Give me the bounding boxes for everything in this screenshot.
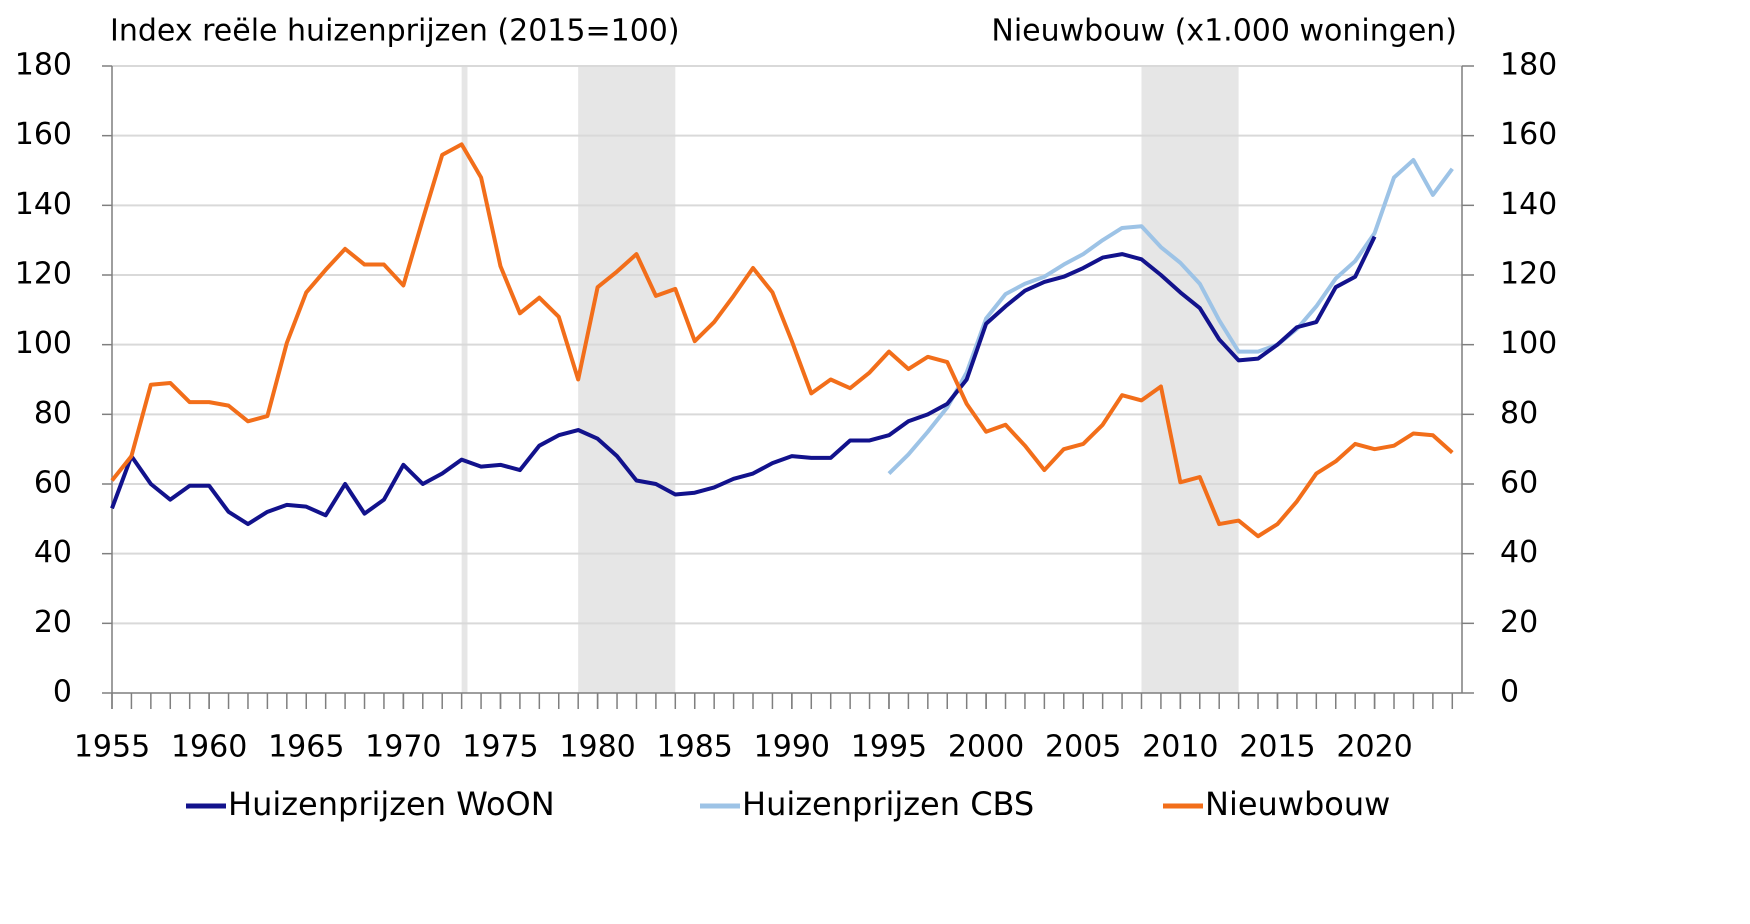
y-tick-label: 140 bbox=[15, 187, 72, 222]
x-tick-label: 1970 bbox=[365, 730, 441, 765]
y2-tick-label: 140 bbox=[1500, 187, 1557, 222]
y-tick-label: 0 bbox=[53, 675, 72, 710]
legend-label: Huizenprijzen CBS bbox=[742, 785, 1034, 823]
y-tick-label: 180 bbox=[15, 48, 72, 83]
y2-tick-label: 60 bbox=[1500, 466, 1538, 501]
series-line bbox=[110, 142, 1454, 539]
y2-tick-label: 180 bbox=[1500, 48, 1557, 83]
y2-tick-label: 160 bbox=[1500, 117, 1557, 152]
x-tick-label: 1975 bbox=[462, 730, 538, 765]
x-tick-label: 1990 bbox=[754, 730, 830, 765]
x-tick-label: 1965 bbox=[268, 730, 344, 765]
y-tick-label: 20 bbox=[34, 605, 72, 640]
y-tick-label: 60 bbox=[34, 466, 72, 501]
x-tick-label: 2015 bbox=[1239, 730, 1315, 765]
shaded-period bbox=[1141, 66, 1239, 693]
x-tick-label: 2020 bbox=[1336, 730, 1412, 765]
legend-label: Nieuwbouw bbox=[1205, 785, 1390, 823]
y2-tick-label: 40 bbox=[1500, 535, 1538, 570]
y-axis-title: Index reële huizenprijzen (2015=100) bbox=[110, 14, 680, 49]
y2-tick-label: 20 bbox=[1500, 605, 1538, 640]
y2-tick-label: 100 bbox=[1500, 326, 1557, 361]
legend-label: Huizenprijzen WoON bbox=[228, 785, 555, 823]
y-tick-label: 100 bbox=[15, 326, 72, 361]
x-tick-label: 1995 bbox=[851, 730, 927, 765]
y2-tick-label: 80 bbox=[1500, 396, 1538, 431]
y2-tick-label: 120 bbox=[1500, 257, 1557, 292]
series-line bbox=[110, 235, 1377, 527]
x-tick-label: 1980 bbox=[559, 730, 635, 765]
x-tick-label: 2000 bbox=[948, 730, 1024, 765]
y2-axis-title: Nieuwbouw (x1.000 woningen) bbox=[991, 14, 1457, 49]
shaded-period bbox=[578, 66, 676, 693]
y-tick-label: 120 bbox=[15, 257, 72, 292]
x-tick-label: 2005 bbox=[1045, 730, 1121, 765]
y-tick-label: 80 bbox=[34, 396, 72, 431]
x-tick-label: 1960 bbox=[171, 730, 247, 765]
shaded-period bbox=[461, 66, 468, 693]
x-tick-label: 1955 bbox=[74, 730, 150, 765]
x-tick-label: 2010 bbox=[1142, 730, 1218, 765]
y-tick-label: 160 bbox=[15, 117, 72, 152]
y-tick-label: 40 bbox=[34, 535, 72, 570]
x-tick-label: 1985 bbox=[657, 730, 733, 765]
y2-tick-label: 0 bbox=[1500, 675, 1519, 710]
